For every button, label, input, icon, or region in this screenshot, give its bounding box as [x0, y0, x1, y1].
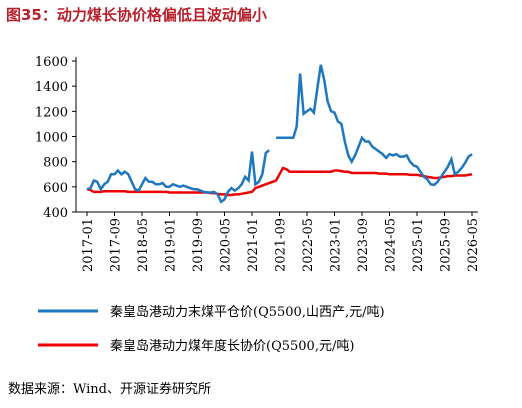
- x-tick-label: 2026-05: [466, 218, 481, 272]
- y-tick-label: 1200: [35, 105, 68, 120]
- x-tick-label: 2025-09: [439, 218, 454, 272]
- x-tick-label: 2025-01: [411, 218, 426, 272]
- x-tick-label: 2019-09: [191, 218, 206, 272]
- x-tick-label: 2021-01: [246, 218, 261, 272]
- chart-title: 图35：动力煤长协价格偏低且波动偏小: [6, 6, 267, 24]
- x-tick-label: 2023-09: [356, 218, 371, 272]
- y-tick-label: 1600: [35, 55, 68, 70]
- x-tick-label: 2019-01: [164, 218, 179, 272]
- series-line: [86, 166, 473, 197]
- legend-label: 秦皇岛港动力末煤平仓价(Q5500,山西产,元/吨): [110, 304, 385, 320]
- y-tick-label: 600: [43, 181, 68, 196]
- x-tick-label: 2022-05: [301, 218, 316, 272]
- legend-label: 秦皇岛港动力煤年度长协价(Q5500,元/吨): [110, 338, 354, 354]
- y-tick-label: 1000: [35, 131, 68, 146]
- x-tick-label: 2018-05: [136, 218, 151, 272]
- x-tick-label: 2020-05: [219, 218, 234, 272]
- y-tick-label: 1400: [35, 80, 68, 95]
- x-tick-label: 2023-01: [329, 218, 344, 272]
- y-tick-label: 400: [43, 206, 68, 221]
- x-tick-label: 2024-05: [384, 218, 399, 272]
- x-tick-label: 2017-09: [109, 218, 124, 272]
- y-tick-label: 800: [43, 156, 68, 171]
- x-tick-label: 2017-01: [81, 218, 96, 272]
- series-line: [86, 64, 473, 204]
- x-tick-label: 2021-09: [274, 218, 289, 272]
- source-note: 数据来源：Wind、开源证券研究所: [8, 381, 211, 397]
